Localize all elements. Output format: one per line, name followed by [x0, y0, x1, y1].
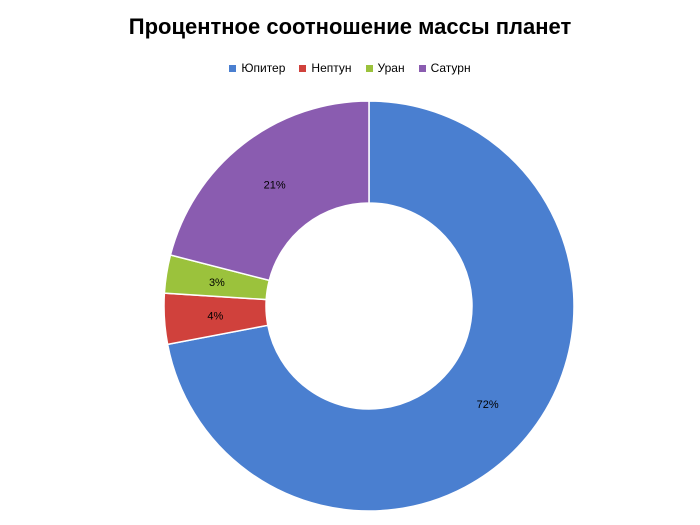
legend-item-neptune: Нептун [299, 61, 352, 75]
legend-item-uranus: Уран [365, 61, 405, 75]
data-label-jupiter: 72% [477, 399, 499, 411]
legend-swatch-jupiter [229, 64, 237, 72]
legend-label-saturn: Сатурн [430, 61, 471, 75]
legend-item-saturn: Сатурн [418, 61, 471, 75]
legend-swatch-neptune [299, 64, 307, 72]
legend-swatch-saturn [418, 64, 426, 72]
slice-saturn [169, 100, 370, 282]
legend-label-jupiter: Юпитер [241, 61, 286, 75]
legend-label-neptune: Нептун [311, 61, 352, 75]
data-label-uranus: 3% [209, 277, 225, 289]
data-label-saturn: 21% [264, 179, 286, 191]
chart-title: Процентное соотношение массы планет [128, 14, 572, 39]
legend-swatch-uranus [365, 64, 373, 72]
chart-legend: Юпитер Нептун Уран Сатурн [0, 61, 700, 75]
legend-item-jupiter: Юпитер [229, 61, 285, 75]
donut-slices [163, 100, 575, 512]
legend-label-uranus: Уран [377, 61, 405, 75]
slice-jupiter [166, 100, 575, 512]
data-label-neptune: 4% [207, 311, 223, 323]
donut-labels: 72% 4% 3% 21% [207, 179, 499, 411]
